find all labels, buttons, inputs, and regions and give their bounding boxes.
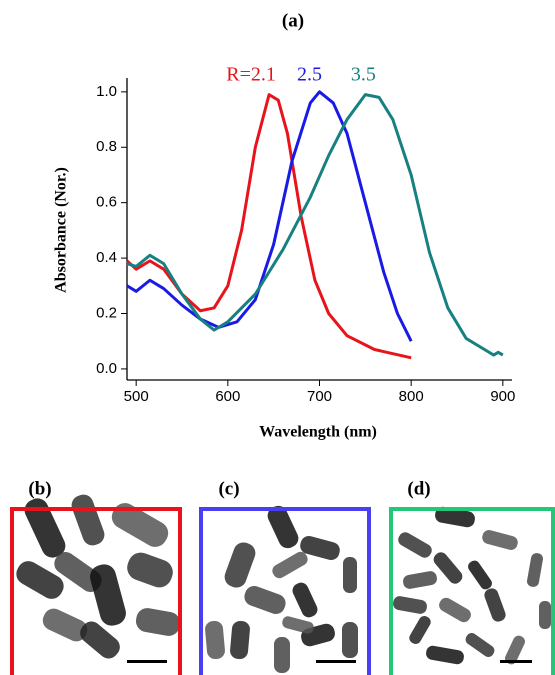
nanorod (465, 633, 495, 657)
x-tick-label: 800 (399, 388, 424, 405)
x-tick-label: 900 (490, 388, 515, 405)
panel-label: (b) (28, 478, 51, 499)
nanorod (274, 637, 290, 673)
nanorod (230, 620, 250, 660)
nanorod (42, 608, 88, 642)
nanorod (90, 564, 126, 626)
chart-title: (a) (282, 10, 304, 31)
nanorod (71, 494, 105, 546)
panel-label: (d) (407, 478, 430, 499)
x-tick-label: 500 (124, 388, 149, 405)
nanorod (224, 542, 256, 588)
series-line (125, 93, 412, 360)
nanorod (292, 582, 318, 618)
tem-image (393, 506, 551, 665)
panel-frame (389, 507, 555, 675)
nanorod (435, 506, 475, 528)
nanorod (484, 588, 506, 622)
tem-image (16, 494, 181, 659)
panel-label: (c) (218, 478, 239, 499)
nanorod (403, 571, 437, 589)
y-tick-label: 0.4 (96, 249, 117, 266)
nanorod (16, 561, 64, 599)
x-tick-label: 600 (215, 388, 240, 405)
tem-image (205, 505, 358, 673)
scale-bar (500, 660, 532, 663)
nanorod (272, 551, 308, 579)
x-axis-label: Wavelength (nm) (259, 424, 377, 441)
nanorod (439, 597, 471, 623)
nanorod (342, 622, 358, 658)
nanorod (505, 635, 525, 665)
y-tick-label: 0.2 (96, 304, 117, 321)
nanorod (482, 530, 518, 550)
nanorod (24, 498, 66, 558)
nanorod (54, 552, 102, 592)
series-label: R=2.1 (226, 64, 276, 86)
nanorod (527, 553, 543, 587)
panel-frame (199, 507, 371, 675)
series-label: 3.5 (351, 64, 376, 86)
nanorod (282, 616, 314, 634)
scale-bar (316, 660, 356, 663)
nanorod (468, 560, 492, 590)
nanorod (244, 585, 286, 615)
nanorod (539, 601, 551, 629)
series-label: 2.5 (297, 64, 322, 86)
nanorod (426, 645, 464, 665)
nanorod (433, 552, 463, 584)
y-tick-label: 0.6 (96, 194, 117, 211)
y-tick-label: 1.0 (96, 83, 117, 100)
nanorod (409, 616, 431, 644)
y-tick-label: 0.0 (96, 360, 117, 377)
nanorod (398, 532, 432, 558)
nanorod (135, 608, 181, 636)
nanorod (205, 620, 225, 660)
panel-frame (10, 507, 182, 675)
nanorod (80, 621, 120, 659)
nanorod (111, 503, 169, 547)
nanorod (127, 552, 173, 588)
nanorod (343, 557, 357, 593)
nanorod (300, 535, 340, 561)
nanorod (267, 505, 299, 549)
scale-bar (127, 660, 167, 663)
series-line (126, 93, 504, 357)
y-tick-label: 0.8 (96, 138, 117, 155)
nanorod (393, 596, 427, 614)
series-line (126, 90, 413, 342)
y-axis-label: Absorbance (Nor.) (53, 167, 70, 293)
x-tick-label: 700 (307, 388, 332, 405)
